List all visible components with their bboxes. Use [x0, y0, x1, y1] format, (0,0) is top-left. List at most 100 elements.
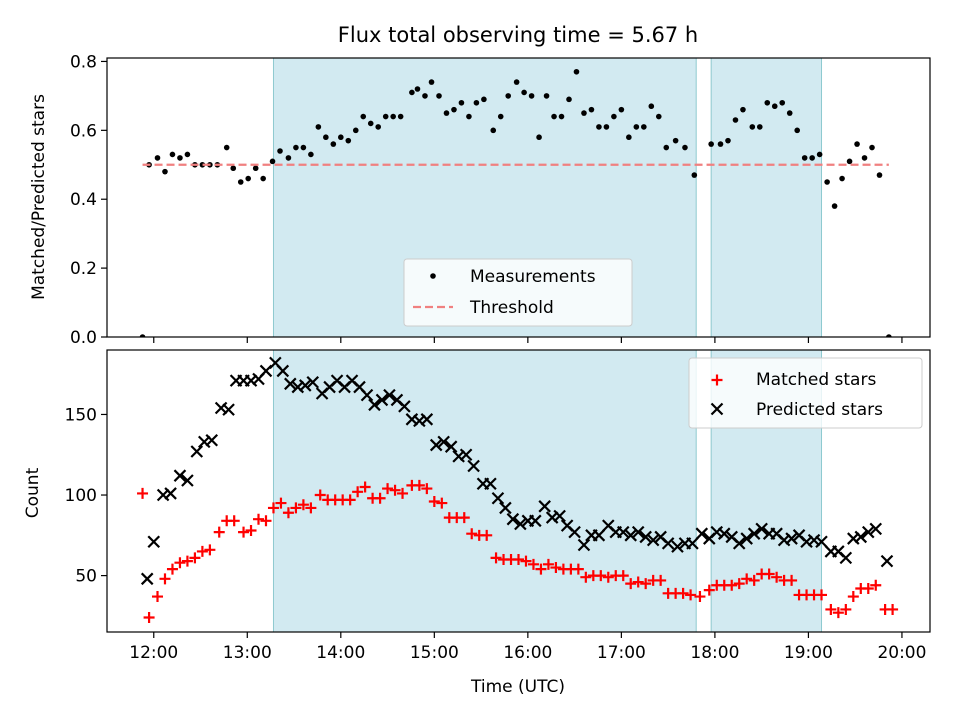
predicted-star-marker: [420, 413, 434, 426]
matched-star-marker: [159, 573, 171, 585]
predicted-star-marker: [429, 438, 443, 452]
matched-star-marker: [267, 502, 279, 514]
matched-star-marker: [374, 492, 386, 504]
matched-star-marker: [694, 591, 706, 603]
predicted-star-marker: [222, 403, 235, 416]
measurement-point: [558, 113, 565, 120]
predicted-star-marker: [671, 540, 684, 553]
matched-star-marker: [137, 487, 149, 499]
matched-star-marker: [305, 502, 317, 514]
measurement-point: [779, 99, 786, 106]
measurement-point: [641, 124, 647, 130]
measurement-point: [162, 168, 168, 175]
measurement-point: [839, 175, 845, 182]
matched-star-marker: [625, 578, 637, 590]
measurement-point: [451, 106, 457, 113]
measurement-point: [756, 124, 763, 130]
y-tick-label: 100: [65, 486, 97, 506]
measurement-point: [397, 113, 404, 120]
predicted-star-marker: [437, 435, 450, 449]
matched-star-marker: [282, 507, 294, 519]
observing-span: [272, 349, 697, 633]
measurement-point: [611, 113, 617, 120]
measurement-point: [382, 113, 389, 120]
matched-star-marker: [421, 483, 433, 495]
predicted-star-marker: [717, 527, 731, 540]
measurement-point: [237, 179, 244, 185]
matched-star-marker: [181, 555, 193, 567]
measurement-point: [749, 124, 756, 130]
x-tick-label: 16:00: [503, 643, 552, 663]
measurement-point: [466, 113, 472, 120]
predicted-star-marker: [785, 532, 798, 545]
matched-star-marker: [703, 584, 715, 596]
y-tick-label: 150: [65, 405, 97, 425]
matched-star-marker: [344, 494, 356, 506]
y-tick-label: 0.0: [70, 328, 97, 348]
matched-star-marker: [143, 611, 155, 623]
measurement-point: [367, 120, 374, 127]
predicted-star-marker: [631, 525, 645, 539]
measurement-point: [618, 106, 625, 113]
predicted-star-marker: [506, 512, 520, 526]
matched-star-marker: [825, 603, 837, 615]
matched-star-marker: [527, 558, 539, 570]
measurement-point: [682, 144, 688, 151]
predicted-star-marker: [592, 529, 606, 542]
measurement-point: [315, 124, 322, 130]
matched-star-marker: [481, 529, 493, 541]
measurement-point: [252, 165, 259, 172]
matched-star-marker: [260, 515, 272, 527]
predicted-star-marker: [529, 514, 542, 528]
x-tick-label: 12:00: [129, 643, 178, 663]
matched-star-marker: [550, 562, 562, 574]
measurement-point: [861, 155, 868, 161]
matched-star-marker: [640, 578, 652, 590]
measurement-point: [831, 203, 838, 209]
y-tick-label: 0.6: [70, 121, 97, 141]
measurement-point: [169, 151, 176, 158]
matched-star-marker: [359, 481, 371, 493]
matched-star-marker: [436, 497, 448, 509]
predicted-star-marker: [732, 537, 746, 550]
panel-marks: [139, 68, 892, 337]
x-tick-label: 19:00: [784, 643, 833, 663]
measurement-point: [740, 106, 746, 113]
measurement-point: [603, 124, 610, 130]
measurement-point: [428, 79, 435, 85]
matched-star-marker: [196, 545, 208, 557]
panel-frame: [106, 349, 931, 633]
measurement-point: [633, 124, 640, 130]
count-panel: 50 100 150 12:00 13:00 14:00 15:00 16:00 17:00 18…: [65, 349, 931, 663]
observing-span: [710, 57, 823, 338]
matched-star-marker: [245, 524, 257, 536]
legend-matched-marker: [711, 374, 723, 386]
predicted-star-marker: [499, 501, 512, 515]
predicted-star-marker: [140, 572, 154, 586]
measurement-point: [360, 113, 367, 120]
measurement-point: [245, 175, 252, 182]
predicted-star-marker: [459, 448, 473, 462]
predicted-star-marker: [205, 433, 219, 447]
measurement-point: [230, 165, 237, 172]
legend-predicted-label: Predicted stars: [756, 400, 883, 420]
legend-matched-label: Matched stars: [756, 370, 876, 390]
matched-star-marker: [595, 570, 607, 582]
measurement-point: [154, 155, 161, 161]
matched-star-marker: [520, 555, 532, 567]
predicted-star-marker: [190, 445, 204, 458]
predicted-star-marker: [147, 535, 161, 549]
legend-box: [688, 357, 923, 429]
legend-measurements-label: Measurements: [470, 267, 596, 287]
matched-star-marker: [685, 589, 697, 601]
measurement-point: [691, 172, 698, 178]
matched-star-marker: [297, 499, 309, 511]
predicted-star-marker: [375, 393, 389, 407]
matched-star-marker: [228, 515, 240, 527]
measurement-point: [566, 96, 572, 103]
measurement-point: [184, 151, 191, 158]
predicted-star-marker: [880, 554, 894, 568]
matched-star-marker: [763, 568, 775, 580]
matched-star-marker: [847, 591, 859, 603]
